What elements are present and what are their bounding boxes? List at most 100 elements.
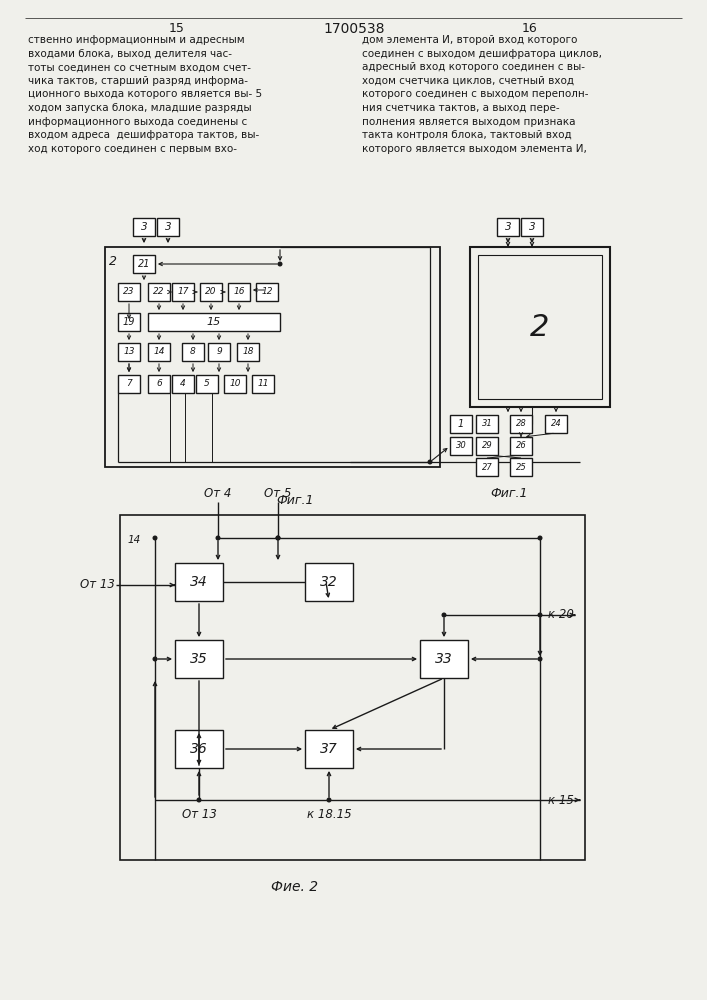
Text: 14: 14 [153,348,165,357]
FancyBboxPatch shape [175,730,223,768]
Text: 16: 16 [522,22,538,35]
Circle shape [153,536,157,540]
FancyBboxPatch shape [148,313,280,331]
FancyBboxPatch shape [200,283,222,301]
FancyBboxPatch shape [521,218,543,236]
Text: 35: 35 [190,652,208,666]
Text: 5: 5 [204,379,210,388]
Text: к 20: к 20 [548,608,574,621]
FancyBboxPatch shape [510,458,532,476]
Text: 1: 1 [458,419,464,429]
Circle shape [428,460,432,464]
FancyBboxPatch shape [118,343,140,361]
FancyBboxPatch shape [224,375,246,393]
Text: 36: 36 [190,742,208,756]
FancyBboxPatch shape [172,283,194,301]
FancyBboxPatch shape [133,255,155,273]
Text: 17: 17 [177,288,189,296]
Text: От 5: От 5 [264,487,292,500]
Text: 34: 34 [190,575,208,589]
Circle shape [538,536,542,540]
Text: 21: 21 [138,259,151,269]
Text: 3: 3 [141,222,147,232]
Text: 26: 26 [515,442,527,450]
Circle shape [216,536,220,540]
Circle shape [538,613,542,617]
Text: 2: 2 [530,312,549,342]
Text: Фие. 2: Фие. 2 [271,880,319,894]
Text: 27: 27 [481,462,492,472]
FancyBboxPatch shape [545,415,567,433]
FancyBboxPatch shape [196,375,218,393]
FancyBboxPatch shape [305,563,353,601]
Text: 6: 6 [156,379,162,388]
FancyBboxPatch shape [256,283,278,301]
FancyBboxPatch shape [148,283,170,301]
Text: 37: 37 [320,742,338,756]
Text: 12: 12 [262,288,273,296]
Text: 10: 10 [229,379,241,388]
Text: От 13: От 13 [182,808,216,821]
Text: 9: 9 [216,348,222,357]
FancyBboxPatch shape [450,437,472,455]
Text: 25: 25 [515,462,527,472]
Circle shape [197,798,201,802]
Text: дом элемента И, второй вход которого
соединен с выходом дешифратора циклов,
адре: дом элемента И, второй вход которого сое… [362,35,602,154]
FancyBboxPatch shape [175,640,223,678]
FancyBboxPatch shape [118,283,140,301]
Text: 2: 2 [109,255,117,268]
FancyBboxPatch shape [157,218,179,236]
FancyBboxPatch shape [305,730,353,768]
Circle shape [538,657,542,661]
FancyBboxPatch shape [175,563,223,601]
Text: 22: 22 [153,288,165,296]
Text: Фиг.1: Фиг.1 [276,494,314,507]
Text: 29: 29 [481,442,492,450]
Text: 33: 33 [435,652,453,666]
FancyBboxPatch shape [252,375,274,393]
Circle shape [327,798,331,802]
Text: 4: 4 [180,379,186,388]
FancyBboxPatch shape [497,218,519,236]
Text: 1700538: 1700538 [323,22,385,36]
Text: 18: 18 [243,348,254,357]
Text: 28: 28 [515,420,527,428]
FancyBboxPatch shape [118,375,140,393]
FancyBboxPatch shape [237,343,259,361]
Circle shape [153,657,157,661]
FancyBboxPatch shape [450,415,472,433]
FancyBboxPatch shape [510,415,532,433]
Text: к 15: к 15 [548,794,574,806]
FancyBboxPatch shape [148,343,170,361]
Text: ственно информационным и адресным
входами блока, выход делителя час-
тоты соедин: ственно информационным и адресным входам… [28,35,262,154]
FancyBboxPatch shape [118,313,140,331]
Text: 31: 31 [481,420,492,428]
Text: 3: 3 [505,222,511,232]
FancyBboxPatch shape [208,343,230,361]
Text: 20: 20 [205,288,217,296]
Text: 24: 24 [551,420,561,428]
Text: 19: 19 [123,317,135,327]
Text: 15: 15 [169,22,185,35]
FancyBboxPatch shape [133,218,155,236]
FancyBboxPatch shape [476,415,498,433]
Text: 13: 13 [123,348,135,357]
Text: 16: 16 [233,288,245,296]
Text: Фиг.1: Фиг.1 [490,487,527,500]
Text: к 18.15: к 18.15 [307,808,351,821]
Text: 7: 7 [126,379,132,388]
Text: 3: 3 [529,222,535,232]
Text: 8: 8 [190,348,196,357]
Circle shape [276,536,280,540]
FancyBboxPatch shape [182,343,204,361]
FancyBboxPatch shape [172,375,194,393]
FancyBboxPatch shape [476,437,498,455]
Text: 11: 11 [257,379,269,388]
FancyBboxPatch shape [476,458,498,476]
Circle shape [442,613,446,617]
FancyBboxPatch shape [228,283,250,301]
Text: 32: 32 [320,575,338,589]
Text: 3: 3 [165,222,171,232]
FancyBboxPatch shape [420,640,468,678]
Text: 14: 14 [128,535,141,545]
